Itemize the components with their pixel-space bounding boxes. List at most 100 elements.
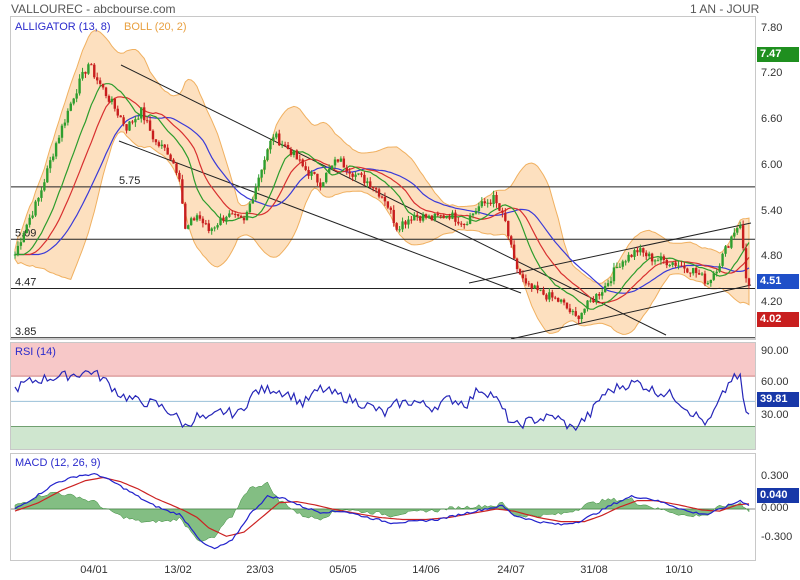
candle xyxy=(463,223,466,229)
candle-body xyxy=(49,160,52,169)
candle-body xyxy=(380,196,384,198)
candle-body xyxy=(580,312,583,320)
candle-body xyxy=(131,121,134,123)
candle-body xyxy=(84,71,87,74)
candle-body xyxy=(81,71,84,79)
candle-body xyxy=(548,292,551,300)
alligator-lips-line xyxy=(15,83,750,310)
candle-body xyxy=(738,225,742,229)
candle xyxy=(586,300,589,312)
candle-body xyxy=(539,289,542,291)
candle xyxy=(213,226,216,232)
candle xyxy=(413,212,416,221)
candle-body xyxy=(231,213,234,215)
candle-body xyxy=(439,215,442,217)
candle xyxy=(325,172,328,184)
candle-body xyxy=(612,267,616,282)
candle xyxy=(568,303,572,314)
candle xyxy=(292,149,296,158)
boll-title: BOLL (20, 2) xyxy=(124,21,187,33)
candle-body xyxy=(166,147,169,155)
candle xyxy=(178,170,181,182)
candle xyxy=(319,178,322,191)
candle-body xyxy=(392,209,395,224)
candle-body xyxy=(242,217,246,221)
candle-body xyxy=(72,98,75,104)
candle-body xyxy=(715,271,718,274)
candle-body xyxy=(37,197,40,202)
candle-body xyxy=(310,172,313,176)
candle xyxy=(60,123,64,142)
candle-body xyxy=(137,118,140,120)
candle xyxy=(348,168,351,179)
candle xyxy=(327,164,331,174)
rsi-oversold-zone xyxy=(11,426,755,449)
candle-body xyxy=(228,213,231,217)
rsi-overbought-zone xyxy=(11,343,755,377)
candle xyxy=(404,220,407,229)
x-axis-label: 24/07 xyxy=(497,564,525,576)
candle xyxy=(562,298,566,306)
candle xyxy=(454,209,457,226)
macd-value-badge: 0.040 xyxy=(757,488,799,503)
candle xyxy=(744,243,748,283)
candle xyxy=(363,171,366,186)
candle-body xyxy=(63,122,67,126)
candle xyxy=(210,227,213,235)
candle-body xyxy=(69,103,72,111)
candle xyxy=(289,146,293,157)
candle xyxy=(195,213,199,222)
candle-body xyxy=(13,254,17,256)
candle-body xyxy=(336,159,340,162)
candle-body xyxy=(148,120,152,131)
candle-body xyxy=(187,225,190,229)
x-axis-label: 05/05 xyxy=(329,564,357,576)
candle xyxy=(627,252,630,263)
candle-body xyxy=(357,173,360,175)
candle-body xyxy=(98,80,102,84)
candle-body xyxy=(736,228,739,233)
candle-body xyxy=(90,64,93,66)
candle xyxy=(322,182,325,188)
candle xyxy=(386,201,390,210)
candle-body xyxy=(556,297,560,302)
candle xyxy=(128,121,131,132)
candle xyxy=(650,252,654,266)
candle-body xyxy=(175,163,178,173)
candle-body xyxy=(603,285,607,293)
price-chart: 5.75 5.09 4.47 3.85 xyxy=(11,30,755,339)
candle xyxy=(272,134,275,146)
candle-body xyxy=(574,311,577,316)
candle xyxy=(398,226,401,233)
candle-body xyxy=(595,294,598,303)
candle-body xyxy=(348,171,351,174)
candle xyxy=(160,140,163,149)
candle xyxy=(304,161,307,172)
candle-body xyxy=(204,223,208,225)
candle-body xyxy=(351,173,354,177)
candle xyxy=(19,237,23,250)
candle xyxy=(486,199,489,208)
candle xyxy=(54,141,58,160)
low-price-badge: 4.02 xyxy=(757,312,799,327)
candle-body xyxy=(586,300,589,309)
candle-body xyxy=(501,210,504,213)
candle-body xyxy=(222,217,225,221)
candle xyxy=(104,86,108,99)
level-label: 5.75 xyxy=(119,175,140,187)
candle-body xyxy=(694,267,698,274)
candle xyxy=(369,177,372,189)
candle-body xyxy=(333,159,337,166)
candle-body xyxy=(245,212,249,221)
candle-body xyxy=(354,174,357,177)
candle xyxy=(460,221,463,228)
rsi-chart xyxy=(11,343,755,449)
candle-body xyxy=(239,215,243,218)
candle xyxy=(700,272,704,276)
candle-body xyxy=(653,260,657,262)
candle xyxy=(254,183,257,202)
candle-body xyxy=(286,144,290,150)
candle xyxy=(125,124,128,134)
candle xyxy=(592,296,595,303)
candle xyxy=(689,272,692,278)
